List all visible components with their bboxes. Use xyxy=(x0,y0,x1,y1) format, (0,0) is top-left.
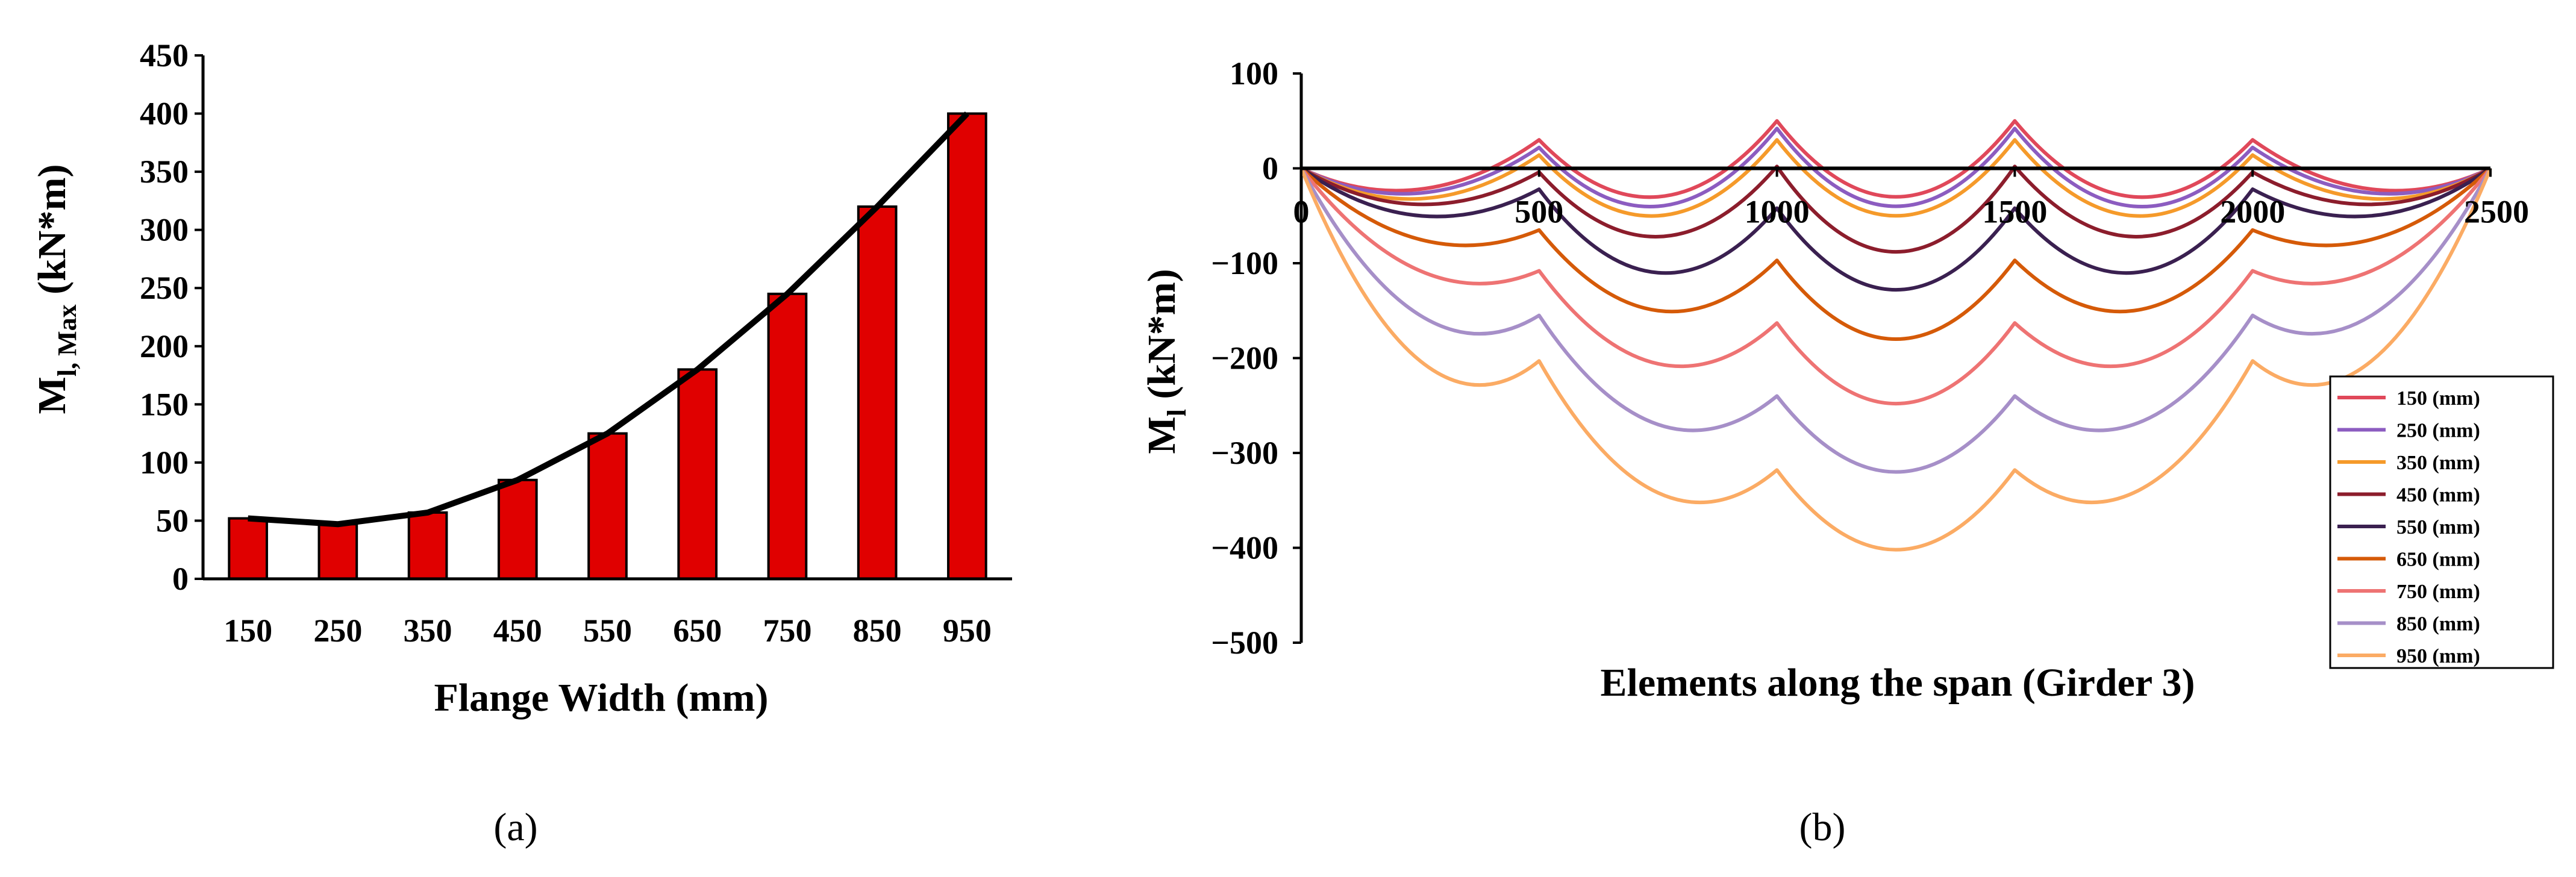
b-legend-label: 550 (mm) xyxy=(2396,516,2480,538)
a-y-tick-label: 350 xyxy=(140,154,189,190)
b-y-tick-label: −400 xyxy=(1211,530,1278,566)
a-bar xyxy=(767,292,808,580)
b-x-tick-label: 2500 xyxy=(2464,194,2529,230)
b-series-line xyxy=(1299,167,2492,406)
a-trend-line xyxy=(248,111,969,528)
a-bar xyxy=(228,517,268,580)
b-x-tick-label: 1000 xyxy=(1745,194,1810,230)
a-y-tick-label: 400 xyxy=(140,96,189,132)
b-legend-label: 950 (mm) xyxy=(2396,645,2480,667)
a-x-tick-label: 350 xyxy=(404,613,452,649)
a-y-tick-label: 450 xyxy=(140,37,189,73)
b-series-line xyxy=(1300,126,2492,209)
b-legend-label: 450 (mm) xyxy=(2396,484,2480,507)
b-x-tick-label: 2000 xyxy=(2220,194,2285,230)
b-series-line xyxy=(1299,167,2492,552)
b-y-tick-label: −100 xyxy=(1211,245,1278,281)
b-y-tick-label: 100 xyxy=(1230,55,1278,92)
a-panel-label: (a) xyxy=(493,805,537,849)
b-legend-label: 750 (mm) xyxy=(2396,581,2480,603)
a-y-tick-label: 150 xyxy=(140,386,189,422)
b-series xyxy=(1299,119,2492,552)
a-x-tick-label: 950 xyxy=(943,613,992,649)
b-series-line xyxy=(1300,119,2492,199)
b-legend-label: 850 (mm) xyxy=(2396,613,2480,635)
b-legend-label: 150 (mm) xyxy=(2396,387,2480,410)
b-x-tick-label: 0 xyxy=(1293,194,1310,230)
b-y-tick-label: −500 xyxy=(1211,625,1278,661)
b-y-tick-label: −300 xyxy=(1211,435,1278,471)
b-panel-label: (b) xyxy=(1799,805,1846,849)
a-x-tick-label: 450 xyxy=(493,613,542,649)
b-x-tick-label: 500 xyxy=(1515,194,1563,230)
a-bar xyxy=(317,523,358,581)
a-y-tick-label: 50 xyxy=(156,502,189,538)
b-y-axis-title: Ml (kN*m) xyxy=(1140,269,1192,454)
b-legend-box xyxy=(2329,375,2554,669)
a-y-tick-label: 250 xyxy=(140,270,189,306)
b-y-ticks: 100 0 −100 −200 −300 −400 −500 xyxy=(1211,55,1301,661)
a-x-tick-label: 850 xyxy=(853,613,902,649)
b-legend: 150 (mm) 250 (mm) 350 (mm) 450 (mm) 550 (mm)… xyxy=(2329,375,2554,669)
b-x-tick-label: 1500 xyxy=(1982,194,2047,230)
b-series-line xyxy=(1300,167,2492,292)
a-x-tick-label: 150 xyxy=(224,613,272,649)
a-bar xyxy=(857,205,898,580)
b-x-ticks: 0 500 1000 1500 2000 2500 xyxy=(1293,168,2529,230)
b-y-tick-label: −200 xyxy=(1211,340,1278,376)
b-x-axis-title: Elements along the span (Girder 3) xyxy=(1601,661,2195,705)
a-x-tick-label: 650 xyxy=(673,613,722,649)
a-x-ticks: 150 250 350 450 550 650 750 850 950 xyxy=(224,613,992,649)
a-bar xyxy=(677,368,718,581)
a-x-tick-label: 550 xyxy=(583,613,632,649)
a-y-ticks: 0 50 100 150 200 250 300 350 400 450 xyxy=(140,37,203,597)
a-y-tick-label: 200 xyxy=(140,328,189,364)
a-bars xyxy=(228,112,987,581)
panel-b-line-chart: 1000−100−200−300−400−500 0 500 1000 1500 200… xyxy=(1140,55,2554,849)
a-bar xyxy=(587,432,628,580)
b-series-line xyxy=(1300,164,2492,254)
panel-a-bar-chart: 0 50 100 150 200 250 300 350 400 450 150 250 350 450… xyxy=(30,37,1012,849)
a-y-tick-label: 0 xyxy=(172,561,189,597)
b-legend-label: 350 (mm) xyxy=(2396,452,2480,474)
a-x-axis-title: Flange Width (mm) xyxy=(434,676,769,720)
a-x-tick-label: 750 xyxy=(763,613,811,649)
a-bar xyxy=(497,478,538,580)
a-y-tick-label: 300 xyxy=(140,212,189,248)
a-x-tick-label: 250 xyxy=(313,613,362,649)
a-y-tick-label: 100 xyxy=(140,445,189,481)
b-series-line xyxy=(1299,167,2492,474)
b-series-line xyxy=(1299,167,2492,341)
b-legend-label: 650 (mm) xyxy=(2396,549,2480,571)
b-legend-label: 250 (mm) xyxy=(2396,420,2480,442)
a-bar xyxy=(407,511,448,581)
b-y-tick-label: 0 xyxy=(1262,151,1278,187)
a-bar xyxy=(947,112,987,581)
a-y-axis-title: Ml, Max (kN*m) xyxy=(30,164,82,414)
